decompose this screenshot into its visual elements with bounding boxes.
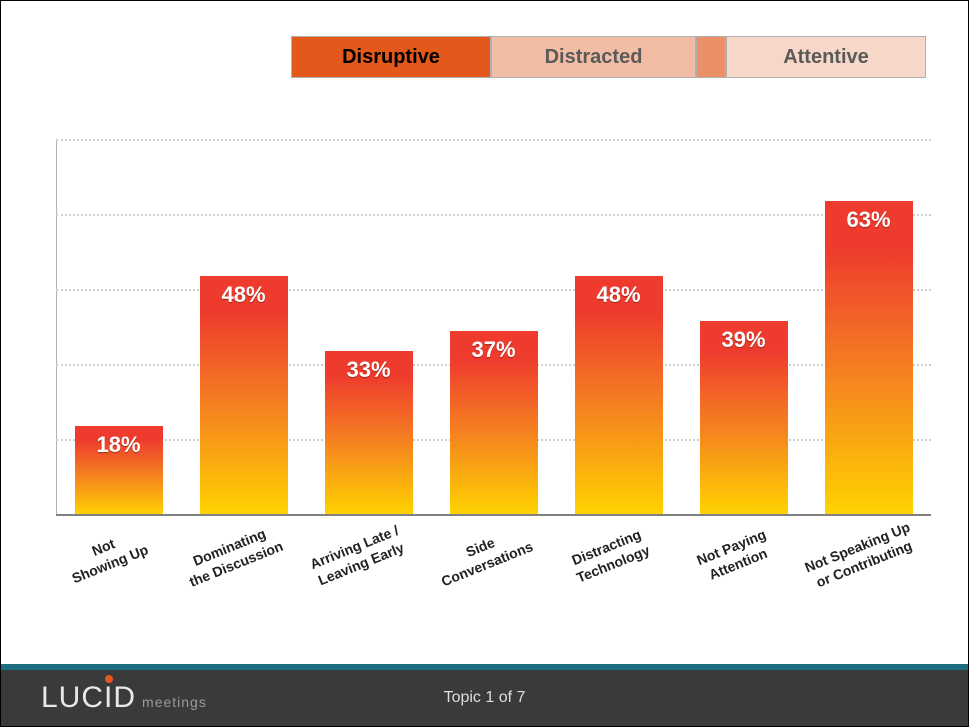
bar-value-label: 18% (75, 432, 163, 458)
x-axis-label: SideConversations (422, 517, 571, 655)
bar: 63% (825, 201, 913, 516)
bar: 33% (325, 351, 413, 516)
bar-slot: 39% (689, 321, 799, 516)
bar-value-label: 48% (200, 282, 288, 308)
bar: 48% (200, 276, 288, 516)
bar-value-label: 39% (700, 327, 788, 353)
bar-slot: 18% (64, 426, 174, 516)
bar: 18% (75, 426, 163, 516)
bar-slot: 48% (189, 276, 299, 516)
footer: LUCID meetings Topic 1 of 7 (1, 664, 968, 726)
bar: 37% (450, 331, 538, 516)
bar: 39% (700, 321, 788, 516)
bar-chart: 18% 48% 33% 37% 48% 39% 63% (51, 141, 931, 536)
bar-slot: 48% (564, 276, 674, 516)
bar: 48% (575, 276, 663, 516)
legend-item: Disruptive (291, 36, 491, 78)
chart-bars: 18% 48% 33% 37% 48% 39% 63% (56, 141, 931, 516)
bar-slot: 33% (314, 351, 424, 516)
bar-value-label: 48% (575, 282, 663, 308)
legend-item: Attentive (726, 36, 926, 78)
legend-item: Distracted (491, 36, 696, 78)
x-axis-label: Not PayingAttention (673, 517, 822, 655)
x-axis-label: Not Speaking Upor Contributing (799, 517, 948, 655)
logo-dot-icon (105, 675, 113, 683)
x-axis-label: Dominatingthe Discussion (170, 517, 319, 655)
bar-slot: 37% (439, 331, 549, 516)
bar-slot: 63% (814, 201, 924, 516)
legend: DisruptiveDistracted Attentive (291, 36, 926, 78)
footer-title: Topic 1 of 7 (1, 689, 968, 707)
bar-value-label: 33% (325, 357, 413, 383)
x-axis-label: DistractingTechnology (547, 517, 696, 655)
slide: DisruptiveDistracted Attentive 18% 48% 33% 3… (0, 0, 969, 727)
x-axis-labels: NotShowing UpDominatingthe DiscussionArr… (56, 536, 936, 636)
x-axis-line (56, 514, 931, 516)
x-axis-label: NotShowing Up (44, 517, 193, 655)
bar-value-label: 63% (825, 207, 913, 233)
bar-value-label: 37% (450, 337, 538, 363)
x-axis-label: Arriving Late /Leaving Early (296, 517, 445, 655)
footer-main: LUCID meetings Topic 1 of 7 (1, 670, 968, 726)
legend-item (696, 36, 726, 78)
